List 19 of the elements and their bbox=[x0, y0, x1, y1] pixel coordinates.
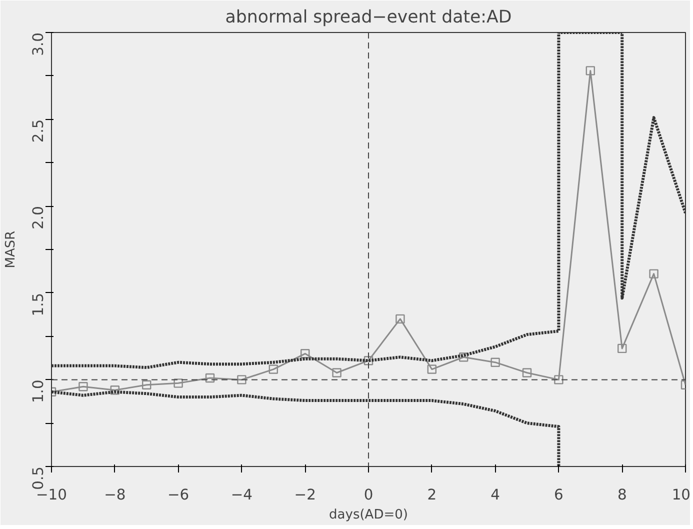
x-tick-label: 8 bbox=[617, 486, 627, 504]
x-tick-label: 0 bbox=[364, 486, 374, 504]
chart-title: abnormal spread−event date:AD bbox=[225, 8, 512, 28]
x-tick-label: −6 bbox=[167, 486, 190, 504]
x-tick-label: −2 bbox=[294, 486, 316, 504]
y-axis-title: MASR bbox=[4, 230, 18, 268]
x-tick-label: 4 bbox=[490, 486, 500, 504]
x-tick-label: −8 bbox=[104, 486, 126, 504]
x-tick-label: −4 bbox=[230, 486, 253, 504]
y-tick-label: 2.0 bbox=[30, 206, 47, 230]
y-tick-label: 1.5 bbox=[30, 292, 47, 316]
x-tick-label: 2 bbox=[427, 486, 437, 504]
y-tick-label: 3.0 bbox=[30, 32, 47, 56]
y-tick-label: 1.0 bbox=[30, 380, 47, 404]
x-tick-label: 10 bbox=[672, 486, 691, 504]
x-tick-label: 6 bbox=[554, 486, 564, 504]
y-tick-label: 2.5 bbox=[30, 119, 47, 143]
x-axis-title: days(AD=0) bbox=[329, 508, 408, 522]
y-tick-label: 0.5 bbox=[30, 466, 47, 490]
